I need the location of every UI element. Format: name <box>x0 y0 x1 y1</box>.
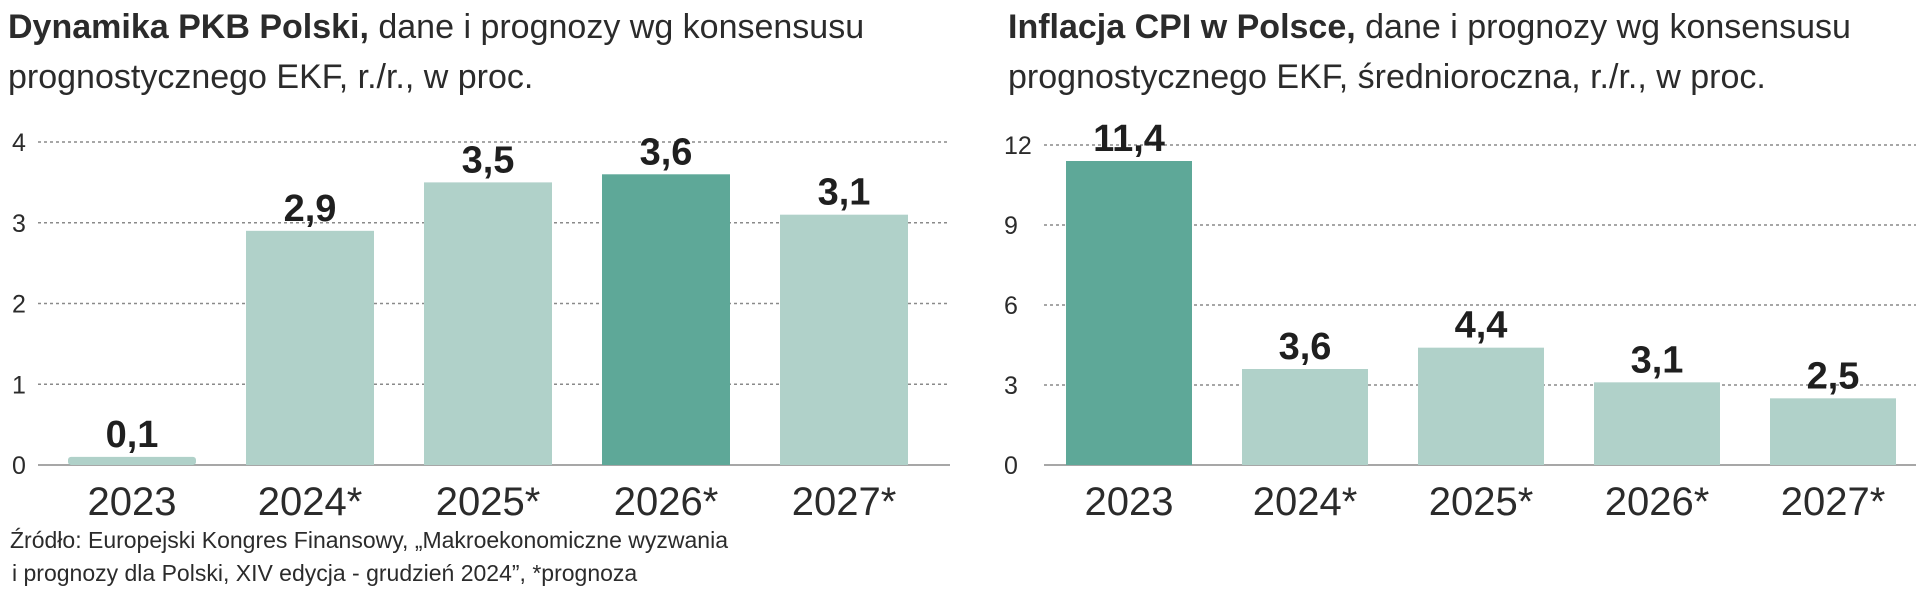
gdp-value-label: 3,6 <box>640 131 693 173</box>
gdp-title-line2: prognostycznego EKF, r./r., w proc. <box>8 58 534 96</box>
gdp-category-label: 2023 <box>88 480 177 520</box>
cpi-bar <box>1242 369 1368 465</box>
source-note: Źródło: Europejski Kongres Finansowy, „M… <box>10 524 728 590</box>
gdp-value-label: 3,1 <box>818 172 871 214</box>
gdp-bar <box>68 456 196 465</box>
gdp-y-tick-label: 3 <box>12 210 26 238</box>
gdp-bar <box>246 230 374 465</box>
cpi-chart-title: Inflacja CPI w Polsce, dane i prognozy w… <box>1008 2 1851 102</box>
gdp-y-tick-label: 4 <box>12 129 26 157</box>
cpi-title-line2: prognostycznego EKF, średnioroczna, r./r… <box>1008 58 1766 96</box>
cpi-category-label: 2025* <box>1429 480 1534 520</box>
cpi-value-label: 4,4 <box>1455 305 1508 347</box>
cpi-y-tick-label: 0 <box>1004 452 1018 480</box>
gdp-title-rest: dane i prognozy wg konsensusu <box>368 8 865 46</box>
gdp-value-label: 3,5 <box>462 139 515 181</box>
gdp-bar <box>780 214 908 465</box>
gdp-title-bold: Dynamika PKB Polski, <box>8 8 369 46</box>
cpi-y-tick-label: 9 <box>1004 212 1018 240</box>
gdp-category-label: 2024* <box>258 480 363 520</box>
cpi-category-label: 2023 <box>1085 480 1174 520</box>
gdp-category-label: 2026* <box>614 480 719 520</box>
cpi-title-bold: Inflacja CPI w Polsce, <box>1008 8 1356 46</box>
cpi-category-label: 2027* <box>1781 480 1886 520</box>
cpi-bar <box>1594 382 1720 465</box>
cpi-bar <box>1418 347 1544 465</box>
cpi-bar-chart: 0 3 6 9 12 11,4 2023 3,6 2024* 4,4 2025* 3,1 2026* 2,… <box>1004 118 1916 520</box>
cpi-category-label: 2026* <box>1605 480 1710 520</box>
gdp-y-tick-label: 0 <box>12 452 26 480</box>
cpi-y-tick-label: 3 <box>1004 372 1018 400</box>
gdp-bar <box>602 174 730 466</box>
gdp-value-label: 0,1 <box>106 414 159 456</box>
cpi-value-label: 3,6 <box>1279 326 1332 368</box>
cpi-category-label: 2024* <box>1253 480 1358 520</box>
gdp-category-label: 2025* <box>436 480 541 520</box>
cpi-bar <box>1066 161 1192 465</box>
gdp-bar-chart: 0 1 2 3 4 0,1 2023 2,9 2024* 3,5 2025* 3,6 2026* 3,1 2… <box>12 129 950 520</box>
cpi-value-label: 11,4 <box>1093 118 1165 160</box>
cpi-value-label: 3,1 <box>1631 339 1684 381</box>
source-line-1: Źródło: Europejski Kongres Finansowy, „M… <box>10 527 728 553</box>
gdp-category-label: 2027* <box>792 480 897 520</box>
cpi-title-rest: dane i prognozy wg konsensusu <box>1355 8 1851 46</box>
cpi-bar <box>1770 398 1896 465</box>
cpi-chart-panel: Inflacja CPI w Polsce, dane i prognozy w… <box>1000 0 1920 603</box>
source-line-2: i prognozy dla Polski, XIV edycja - grud… <box>12 560 638 586</box>
cpi-y-tick-label: 12 <box>1004 132 1032 160</box>
gdp-y-tick-label: 2 <box>12 291 26 319</box>
gdp-value-label: 2,9 <box>284 188 337 230</box>
gdp-chart-panel: Dynamika PKB Polski, dane i prognozy wg … <box>8 2 950 590</box>
cpi-y-tick-label: 6 <box>1004 292 1018 320</box>
gdp-y-tick-label: 1 <box>12 371 26 399</box>
cpi-value-label: 2,5 <box>1807 355 1860 397</box>
gdp-bar <box>424 182 552 465</box>
gdp-chart-title: Dynamika PKB Polski, dane i prognozy wg … <box>8 2 864 102</box>
